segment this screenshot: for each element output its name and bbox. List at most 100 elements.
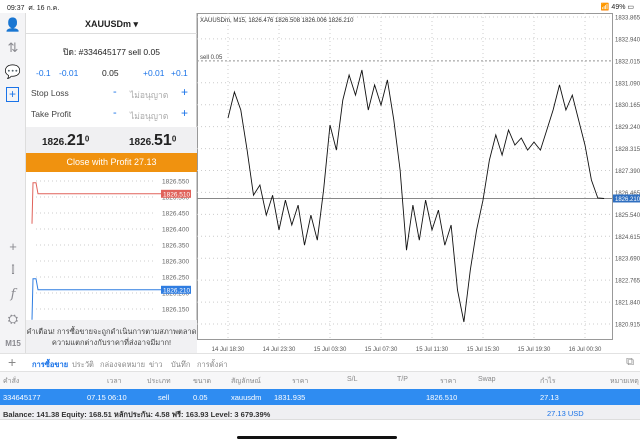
timeframe-button[interactable]: M15 xyxy=(5,339,21,348)
chat-icon[interactable]: 💬 xyxy=(4,64,22,79)
y-tick-label: 1829.240 xyxy=(615,125,640,131)
step-minus-0.1[interactable]: -0.1 xyxy=(36,68,51,78)
sell-level-label: sell 0.05 xyxy=(200,55,223,61)
stop-loss-plus[interactable]: + xyxy=(181,85,189,99)
table-cell: 1831.935 xyxy=(274,393,306,402)
y-tick-label: 1830.165 xyxy=(615,103,640,109)
quote-row: 1826.210 1826.510 xyxy=(26,127,197,153)
column-header[interactable]: เวลา xyxy=(107,378,122,385)
x-tick-label: 15 Jul 03:30 xyxy=(314,347,347,353)
tick-chart: 1826.550 1826.500 1826.450 1826.400 1826.350… xyxy=(31,179,191,320)
stop-loss-minus[interactable]: - xyxy=(113,86,117,98)
table-cell: 27.13 xyxy=(540,393,559,402)
layout-icon[interactable]: ⧉ xyxy=(626,356,634,368)
column-header[interactable]: หมายเหตุ xyxy=(610,378,639,385)
y-tick-label: 1831.090 xyxy=(615,81,640,87)
close-with-profit-button[interactable]: Close with Profit 27.13 xyxy=(26,153,197,172)
y-tick-label: 1820.915 xyxy=(615,323,640,329)
bid-big: 21 xyxy=(67,132,85,149)
mini-tick-label: 1826.450 xyxy=(162,211,189,218)
column-header[interactable]: ประเภท xyxy=(147,378,171,385)
y-tick-label: 1827.390 xyxy=(615,169,640,175)
table-cell: xauusdm xyxy=(231,393,262,402)
column-header[interactable]: สัญลักษณ์ xyxy=(231,378,261,385)
x-tick-label: 15 Jul 15:30 xyxy=(467,347,500,353)
tab-news[interactable]: ข่าว xyxy=(149,360,163,369)
objects-icon[interactable]: ⛭ xyxy=(7,311,19,326)
order-line: ปิด: #334645177 sell 0.05 xyxy=(63,47,160,57)
ask-big: 51 xyxy=(154,132,172,149)
add-icon[interactable]: + xyxy=(8,354,17,370)
x-tick-label: 14 Jul 18:30 xyxy=(212,347,245,353)
x-tick-label: 16 Jul 00:30 xyxy=(569,347,602,353)
price-chart[interactable]: 1833.865 1832.940 1832.015 1831.090 1830.165… xyxy=(197,13,640,353)
chart-title: XAUUSDm, M15, 1826.476 1826.508 1826.006… xyxy=(200,18,354,24)
ask-marker xyxy=(161,189,191,198)
status-battery: 📶 49% ▭ xyxy=(600,4,634,11)
trade-icon[interactable]: ⇅ xyxy=(7,40,19,55)
indicators-icon[interactable]: f xyxy=(10,287,16,302)
plot-area xyxy=(197,13,613,340)
total-profit: 27.13 USD xyxy=(547,409,584,418)
y-tick-label: 1826.465 xyxy=(615,191,640,197)
tab-trade[interactable]: การซื้อขาย xyxy=(32,360,69,369)
column-header[interactable]: คำสั่ง xyxy=(3,378,20,385)
take-profit-input[interactable]: ไม่อนุญาต xyxy=(130,111,169,121)
column-header[interactable]: กำไร xyxy=(540,378,556,385)
bid-line xyxy=(31,278,161,320)
y-tick-label: 1832.940 xyxy=(615,37,640,43)
stop-loss-row: Stop Loss - ไม่อนุญาต + xyxy=(26,85,197,102)
new-order-icon[interactable]: + xyxy=(6,87,19,102)
column-header[interactable]: ขนาด xyxy=(193,378,212,385)
bid-label: 1826.210 xyxy=(163,287,190,294)
mini-tick-label: 1826.550 xyxy=(162,179,189,186)
bid-sup: 0 xyxy=(84,134,90,144)
mini-tick-label: 1826.200 xyxy=(162,291,189,298)
table-cell: 1826.510 xyxy=(426,393,458,402)
table-header: คำสั่ง เวลา ประเภท ขนาด สัญลักษณ์ ราคา S/L T/P ร… xyxy=(0,372,640,389)
status-time-date: 09:37 ศ. 16 ก.ค. xyxy=(7,3,59,14)
x-tick-label: 15 Jul 19:30 xyxy=(518,347,551,353)
volume-value[interactable]: 0.05 xyxy=(102,68,119,78)
column-header[interactable]: S/L xyxy=(347,376,358,383)
take-profit-label: Take Profit xyxy=(31,109,72,119)
divider xyxy=(26,33,197,34)
take-profit-minus[interactable]: - xyxy=(113,107,117,119)
status-bar: 09:37 ศ. 16 ก.ค. 📶 49% ▭ xyxy=(0,0,640,13)
y-tick-label: 1824.615 xyxy=(615,235,640,241)
status-time: 09:37 xyxy=(7,5,25,12)
battery-level: 49% xyxy=(611,4,626,11)
y-tick-label: 1822.765 xyxy=(615,279,640,285)
crosshair-icon[interactable]: + xyxy=(9,239,17,254)
step-minus-0.01[interactable]: -0.01 xyxy=(59,68,79,78)
step-plus-0.01[interactable]: +0.01 xyxy=(143,68,165,78)
table-row[interactable]: 334645177 07.15 06:10 sell 0.05 xauusdm 1831.… xyxy=(0,389,640,405)
x-tick-label: 14 Jul 23:30 xyxy=(263,347,296,353)
column-header[interactable]: ราคา xyxy=(440,378,457,385)
ask-price[interactable]: 1826.510 xyxy=(129,132,176,150)
price-line xyxy=(227,69,605,323)
warning-message: คำเตือน! การซื้อขายจะถูกดำเนินการตามสภาพ… xyxy=(26,320,197,353)
stop-loss-input[interactable]: ไม่อนุญาต xyxy=(130,90,169,100)
take-profit-plus[interactable]: + xyxy=(181,106,189,120)
bid-price[interactable]: 1826.210 xyxy=(42,132,89,150)
tab-journal[interactable]: บันทึก xyxy=(171,360,191,369)
mini-tick-label: 1826.250 xyxy=(162,275,189,282)
y-tick-label: 1821.840 xyxy=(615,301,640,307)
ask-main: 1826. xyxy=(129,137,155,148)
symbol-selector[interactable]: XAUUSDm ▾ xyxy=(84,19,139,29)
mini-tick-label: 1826.150 xyxy=(162,307,189,314)
balance-text: Balance: 141.38 Equity: 168.51 หลักประกั… xyxy=(3,410,271,419)
tab-history[interactable]: ประวัติ xyxy=(72,360,94,369)
tab-settings[interactable]: การตั้งค่า xyxy=(197,360,228,369)
current-price-marker xyxy=(613,194,640,203)
column-header[interactable]: Swap xyxy=(478,376,496,383)
order-panel: XAUUSDm ▾ ปิด: #334645177 sell 0.05 -0.1… xyxy=(26,13,197,353)
candles-icon[interactable]: ⫿ xyxy=(11,265,15,276)
column-header[interactable]: T/P xyxy=(397,376,408,383)
column-header[interactable]: ราคา xyxy=(292,378,309,385)
balance-bar: Balance: 141.38 Equity: 168.51 หลักประกั… xyxy=(0,405,640,420)
step-plus-0.1[interactable]: +0.1 xyxy=(171,68,188,78)
tab-mailbox[interactable]: กล่องจดหมาย xyxy=(100,360,146,369)
account-icon[interactable]: 👤 xyxy=(4,17,22,32)
